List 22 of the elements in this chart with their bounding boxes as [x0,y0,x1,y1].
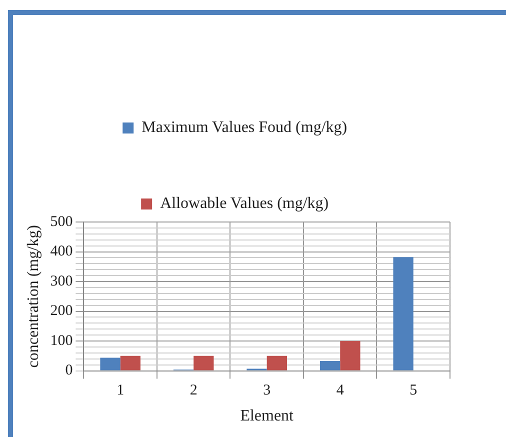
x-axis-title: Element [240,408,294,425]
bar [340,341,360,370]
y-tick-label: 200 [50,303,73,320]
bar [320,360,340,370]
legend-label: Allowable Values (mg/kg) [160,195,329,212]
y-tick-label: 500 [50,214,73,230]
y-tick-label: 300 [50,273,73,290]
y-axis-title: concentration (mg/kg) [24,225,42,368]
bar [194,356,214,370]
bar [120,356,140,370]
bar [100,358,120,370]
x-tick-label: 1 [116,382,124,399]
x-tick-label: 3 [263,382,271,399]
bar [266,356,287,370]
x-tick-label: 2 [190,382,198,399]
bar [393,257,414,370]
y-tick-label: 400 [50,244,73,260]
y-tick-label: 0 [65,362,73,379]
legend-label: Maximum Values Foud (mg/kg) [142,119,348,136]
x-tick-label: 4 [336,382,344,399]
y-tick-label: 100 [50,332,73,349]
x-tick-label: 5 [410,382,418,399]
